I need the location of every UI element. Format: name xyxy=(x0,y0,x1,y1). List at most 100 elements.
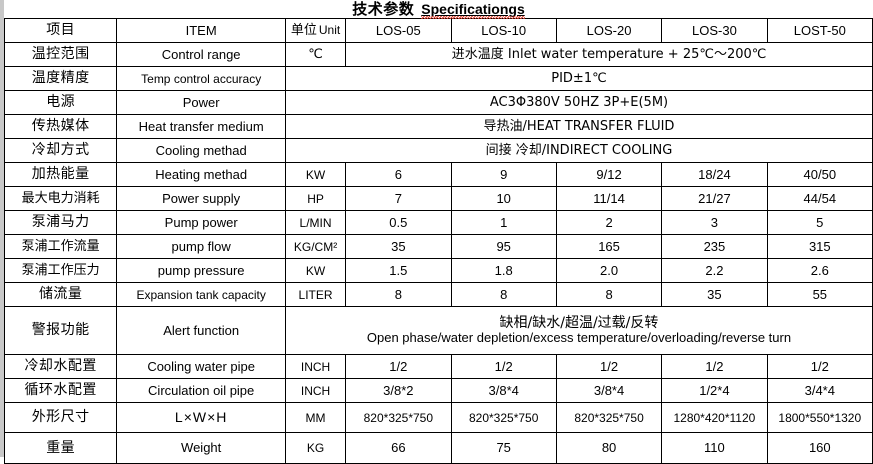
left-margin-strip xyxy=(0,0,4,457)
row-alert-value: 缺相/缺水/超温/过载/反转 Open phase/water depletion… xyxy=(284,306,873,355)
row-label-english: Weight xyxy=(116,432,286,464)
cell-value: 1 xyxy=(450,210,557,235)
row-label-chinese: 冷却方式 xyxy=(3,138,118,163)
cell-value: 2.6 xyxy=(766,258,873,283)
header-model-2: LOS-10 xyxy=(450,18,557,43)
row-label-chinese: 加热能量 xyxy=(3,162,118,187)
table-row: 泵浦工作压力 pump pressure KW 1.5 1.8 2.0 2.2 2.6 xyxy=(3,258,873,283)
cell-value: 40/50 xyxy=(766,162,873,187)
cell-value: 5 xyxy=(766,210,873,235)
table-row: 加热能量 Heating methad KW 6 9 9/12 18/24 40/50 xyxy=(3,162,873,187)
cell-value: 1800*550*1320 xyxy=(766,402,873,433)
cell-value: 18/24 xyxy=(661,162,768,187)
header-model-1: LOS-05 xyxy=(345,18,452,43)
cell-value: 8 xyxy=(555,282,663,307)
row-label-english: pump flow xyxy=(116,234,286,259)
row-unit: LITER xyxy=(284,282,347,307)
row-unit: KW xyxy=(284,258,347,283)
row-label-chinese: 冷却水配置 xyxy=(3,354,118,379)
cell-value: 3/8*4 xyxy=(450,378,557,403)
row-label-english: Circulation oil pipe xyxy=(116,378,286,403)
cell-value: 1/2 xyxy=(661,354,768,379)
row-label-english: Heating methad xyxy=(116,162,286,187)
row-label-english: Alert function xyxy=(116,306,286,355)
row-unit: MM xyxy=(284,402,347,433)
row-merged-value: 导热油/HEAT TRANSFER FLUID xyxy=(284,114,873,139)
row-label-english: Power xyxy=(116,90,286,115)
row-label-english: Temp control accuracy xyxy=(116,66,286,91)
header-item-chinese: 项目 xyxy=(3,18,118,43)
cell-value: 3/4*4 xyxy=(766,378,873,403)
row-label-chinese: 泵浦工作压力 xyxy=(3,258,118,283)
cell-value: 44/54 xyxy=(766,186,873,211)
row-label-english: Heat transfer medium xyxy=(116,114,286,139)
cell-value: 21/27 xyxy=(661,186,768,211)
cell-value: 3 xyxy=(661,210,768,235)
cell-value: 820*325*750 xyxy=(450,402,557,433)
row-unit: L/MIN xyxy=(284,210,347,235)
table-row: 重量 Weight KG 66 75 80 110 160 xyxy=(3,432,873,464)
cell-value: 35 xyxy=(661,282,768,307)
alert-text-english: Open phase/water depletion/excess temper… xyxy=(366,330,792,346)
row-label-english: Control range xyxy=(116,42,286,67)
cell-value: 11/14 xyxy=(555,186,663,211)
cell-value: 1280*420*1120 xyxy=(661,402,768,433)
cell-value: 1/2*4 xyxy=(661,378,768,403)
cell-value: 235 xyxy=(661,234,768,259)
cell-value: 1/2 xyxy=(766,354,873,379)
header-model-4: LOS-30 xyxy=(661,18,768,43)
row-label-english: Pump power xyxy=(116,210,286,235)
table-row: 最大电力消耗 Power supply HP 7 10 11/14 21/27 44/54 xyxy=(3,186,873,211)
cell-value: 2 xyxy=(555,210,663,235)
row-merged-value: AC3Φ380V 50HZ 3P+E(5M) xyxy=(284,90,873,115)
cell-value: 8 xyxy=(345,282,452,307)
cell-value: 820*325*750 xyxy=(555,402,663,433)
cell-value: 1/2 xyxy=(450,354,557,379)
cell-value: 3/8*2 xyxy=(345,378,452,403)
row-label-chinese: 温度精度 xyxy=(3,66,118,91)
row-label-chinese: 最大电力消耗 xyxy=(3,186,118,211)
cell-value: 9/12 xyxy=(555,162,663,187)
cell-value: 95 xyxy=(450,234,557,259)
cell-value: 35 xyxy=(345,234,452,259)
row-label-chinese: 电源 xyxy=(3,90,118,115)
cell-value: 0.5 xyxy=(345,210,452,235)
row-merged-value: 进水温度 Inlet water temperature + 25℃～200℃ xyxy=(345,42,873,67)
cell-value: 1/2 xyxy=(555,354,663,379)
row-merged-value: 间接 冷却/INDIRECT COOLING xyxy=(284,138,873,163)
cell-value: 2.0 xyxy=(555,258,663,283)
header-unit: 单位 Unit xyxy=(284,18,347,43)
row-unit: HP xyxy=(284,186,347,211)
row-label-english: pump pressure xyxy=(116,258,286,283)
cell-value: 110 xyxy=(661,432,768,464)
cell-value: 3/8*4 xyxy=(555,378,663,403)
cell-value: 1.5 xyxy=(345,258,452,283)
header-model-3: LOS-20 xyxy=(555,18,663,43)
table-header-row: 项目 ITEM 单位 Unit LOS-05 LOS-10 LOS-20 LOS-30 LOST… xyxy=(3,18,873,43)
row-label-chinese: 传热媒体 xyxy=(3,114,118,139)
document-title-chinese: 技术参数 xyxy=(352,0,415,18)
row-unit: ℃ xyxy=(284,42,347,67)
header-model-5: LOST-50 xyxy=(766,18,873,43)
cell-value: 315 xyxy=(766,234,873,259)
row-label-chinese: 泵浦工作流量 xyxy=(3,234,118,259)
row-label-english: Power supply xyxy=(116,186,286,211)
row-label-chinese: 警报功能 xyxy=(3,306,118,355)
row-unit: INCH xyxy=(284,354,347,379)
row-unit: INCH xyxy=(284,378,347,403)
row-label-chinese: 泵浦马力 xyxy=(3,210,118,235)
row-label-english: Expansion tank capacity xyxy=(116,282,286,307)
row-label-chinese: 温控范围 xyxy=(3,42,118,67)
row-label-chinese: 外形尺寸 xyxy=(3,402,118,433)
cell-value: 2.2 xyxy=(661,258,768,283)
row-label-chinese: 重量 xyxy=(3,432,118,464)
table-row: 储流量 Expansion tank capacity LITER 8 8 8 35 55 xyxy=(3,282,873,307)
cell-value: 75 xyxy=(450,432,557,464)
header-item-english: ITEM xyxy=(116,18,286,43)
cell-value: 1/2 xyxy=(345,354,452,379)
row-merged-value: PID±1℃ xyxy=(284,66,873,91)
cell-value: 6 xyxy=(345,162,452,187)
cell-value: 10 xyxy=(450,186,557,211)
row-label-english: L×W×H xyxy=(116,402,286,433)
